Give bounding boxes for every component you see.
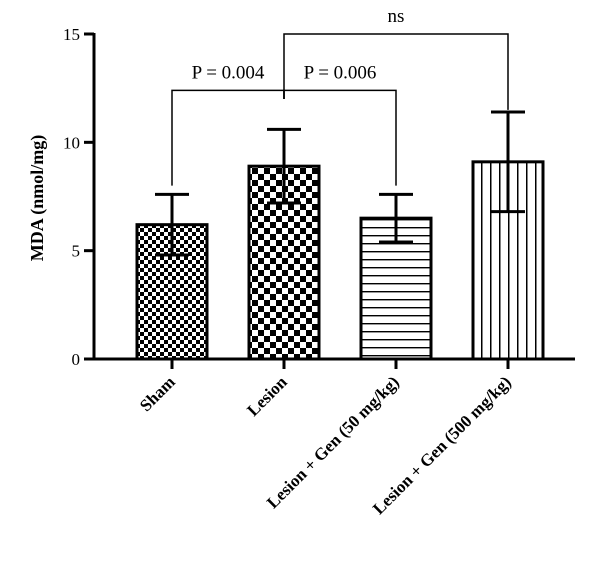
- y-axis-title: MDA (nmol/mg): [27, 135, 48, 261]
- category-label: Lesion: [243, 372, 291, 420]
- bars: [135, 160, 545, 361]
- significance-brackets: P = 0.004 P = 0.006 ns: [171, 6, 509, 186]
- bar-3: [359, 216, 433, 361]
- bar-1: [135, 223, 209, 361]
- significance-bracket: [283, 33, 509, 110]
- significance-label: P = 0.004: [192, 62, 265, 83]
- error-bars: [155, 110, 525, 257]
- y-tick-label: 10: [63, 133, 80, 152]
- significance-label: P = 0.006: [304, 62, 377, 83]
- significance-label: ns: [388, 6, 405, 27]
- category-label: Sham: [136, 372, 179, 415]
- y-tick-label: 0: [72, 350, 81, 369]
- y-tick-label: 15: [63, 25, 80, 44]
- y-tick-label: 5: [72, 242, 81, 261]
